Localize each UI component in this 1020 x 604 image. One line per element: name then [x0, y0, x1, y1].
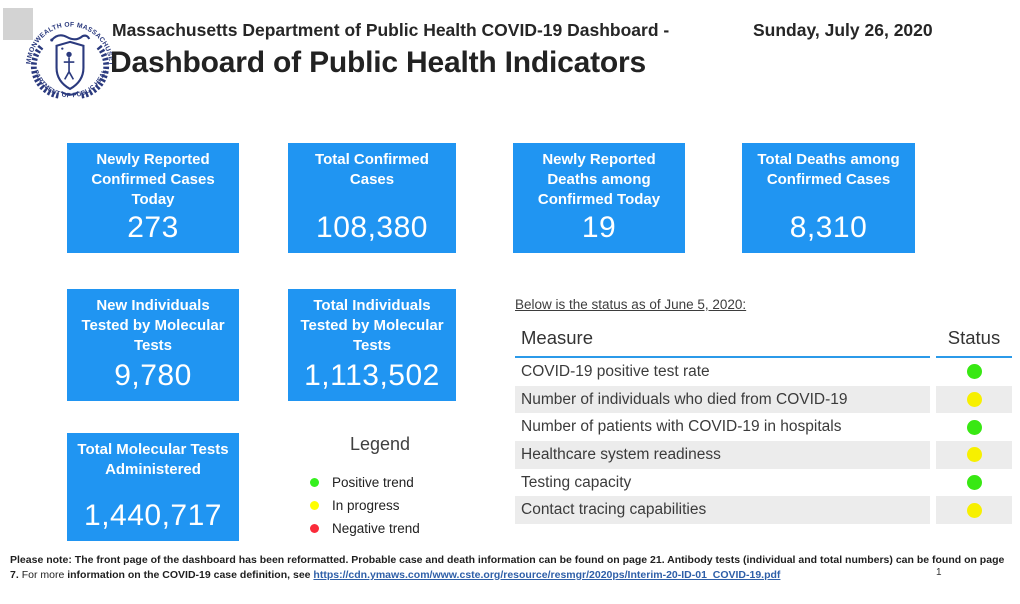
red-dot-icon — [310, 524, 319, 533]
table-row: Testing capacity — [515, 469, 1012, 497]
card-label: Total Individuals Tested by Molecular Te… — [300, 297, 444, 354]
card-label: Total Confirmed Cases — [315, 151, 429, 188]
legend-item-label: Negative trend — [332, 521, 420, 536]
card-value: 19 — [581, 211, 617, 244]
legend-item-positive-trend: Positive trend — [296, 475, 464, 490]
card-newly-reported-deaths-today: Newly Reported Deaths among Confirmed To… — [513, 143, 685, 253]
legend-item-in-progress: In progress — [296, 498, 464, 513]
legend-item-negative-trend: Negative trend — [296, 521, 464, 536]
status-cell — [936, 385, 1012, 414]
card-value: 108,380 — [316, 211, 428, 244]
card-value: 1,440,717 — [84, 499, 222, 532]
footer-note-bold-2: information on the COVID-19 case definit… — [67, 568, 311, 581]
card-value: 9,780 — [114, 359, 192, 392]
card-total-individuals-tested: Total Individuals Tested by Molecular Te… — [288, 289, 456, 401]
card-label: New Individuals Tested by Molecular Test… — [81, 297, 225, 354]
header-date: Sunday, July 26, 2020 — [753, 20, 933, 40]
card-newly-reported-confirmed-cases-today: Newly Reported Confirmed Cases Today 273 — [67, 143, 239, 253]
legend-item-label: In progress — [332, 498, 400, 513]
card-label: Newly Reported Deaths among Confirmed To… — [537, 151, 661, 208]
table-row: Healthcare system readiness — [515, 441, 1012, 469]
legend-item-label: Positive trend — [332, 475, 414, 490]
column-header-measure: Measure — [515, 318, 930, 358]
page-number: 1 — [936, 567, 942, 578]
card-total-deaths-confirmed-cases: Total Deaths among Confirmed Cases 8,310 — [742, 143, 915, 253]
status-cell — [936, 496, 1012, 525]
legend-title: Legend — [349, 434, 411, 454]
card-value: 273 — [127, 211, 179, 244]
yellow-dot-icon — [310, 501, 319, 510]
header-subtitle: Massachusetts Department of Public Healt… — [112, 20, 670, 40]
card-label: Total Deaths among Confirmed Cases — [757, 151, 900, 188]
status-dot-icon — [966, 475, 982, 491]
status-cell — [936, 469, 1012, 497]
corner-artifact — [3, 8, 33, 40]
status-cell — [936, 358, 1012, 386]
card-label: Newly Reported Confirmed Cases Today — [91, 151, 215, 208]
measure-cell: Healthcare system readiness — [515, 441, 930, 469]
status-as-of-note: Below is the status as of June 5, 2020: — [515, 297, 747, 312]
measure-cell: Testing capacity — [521, 473, 632, 491]
green-dot-icon — [310, 478, 319, 487]
status-table-header: Measure Status — [515, 318, 1012, 358]
measure-cell: Contact tracing capabilities — [515, 496, 930, 525]
card-label: Total Molecular Tests Administered — [77, 441, 229, 478]
table-row: COVID-19 positive test rate — [515, 358, 1012, 386]
card-total-molecular-tests: Total Molecular Tests Administered 1,440… — [67, 433, 239, 541]
status-dot-icon — [966, 392, 982, 408]
cste-case-definition-link[interactable]: https://cdn.ymaws.com/www.cste.org/resou… — [313, 568, 781, 581]
card-value: 1,113,502 — [304, 359, 440, 392]
card-new-individuals-tested: New Individuals Tested by Molecular Test… — [67, 289, 239, 401]
status-dot-icon — [966, 502, 982, 518]
footer-note-regular: For more — [21, 568, 65, 581]
legend: Legend Positive trend In progress Negati… — [296, 434, 464, 544]
seal-wreath — [30, 44, 110, 99]
table-row: Contact tracing capabilities — [515, 496, 1012, 525]
status-dot-icon — [966, 419, 982, 435]
card-total-confirmed-cases: Total Confirmed Cases 108,380 — [288, 143, 456, 253]
table-row: Number of individuals who died from COVI… — [515, 385, 1012, 414]
table-row: Number of patients with COVID-19 in hosp… — [515, 413, 1012, 441]
status-dot-icon — [966, 364, 982, 380]
mass-dph-seal-logo: COMMONWEALTH OF MASSACHUSETTS DEPARTMENT… — [22, 16, 114, 99]
status-cell — [936, 441, 1012, 469]
page-title: Dashboard of Public Health Indicators — [110, 46, 647, 79]
seal-snake-icon — [50, 34, 91, 42]
measure-cell: COVID-19 positive test rate — [521, 362, 710, 380]
footer-note: Please note: The front page of the dashb… — [10, 553, 1014, 582]
status-cell — [936, 413, 1012, 441]
footer-note-bold: Please note: The front page of the dashb… — [10, 554, 1005, 581]
card-value: 8,310 — [789, 211, 868, 244]
seal-shield-icon — [55, 40, 85, 96]
measure-cell: Number of individuals who died from COVI… — [515, 385, 930, 414]
status-dot-icon — [966, 447, 982, 463]
measure-cell: Number of patients with COVID-19 in hosp… — [521, 418, 842, 436]
column-header-status: Status — [936, 318, 1012, 358]
status-table: Measure Status COVID-19 positive test ra… — [515, 318, 1012, 525]
